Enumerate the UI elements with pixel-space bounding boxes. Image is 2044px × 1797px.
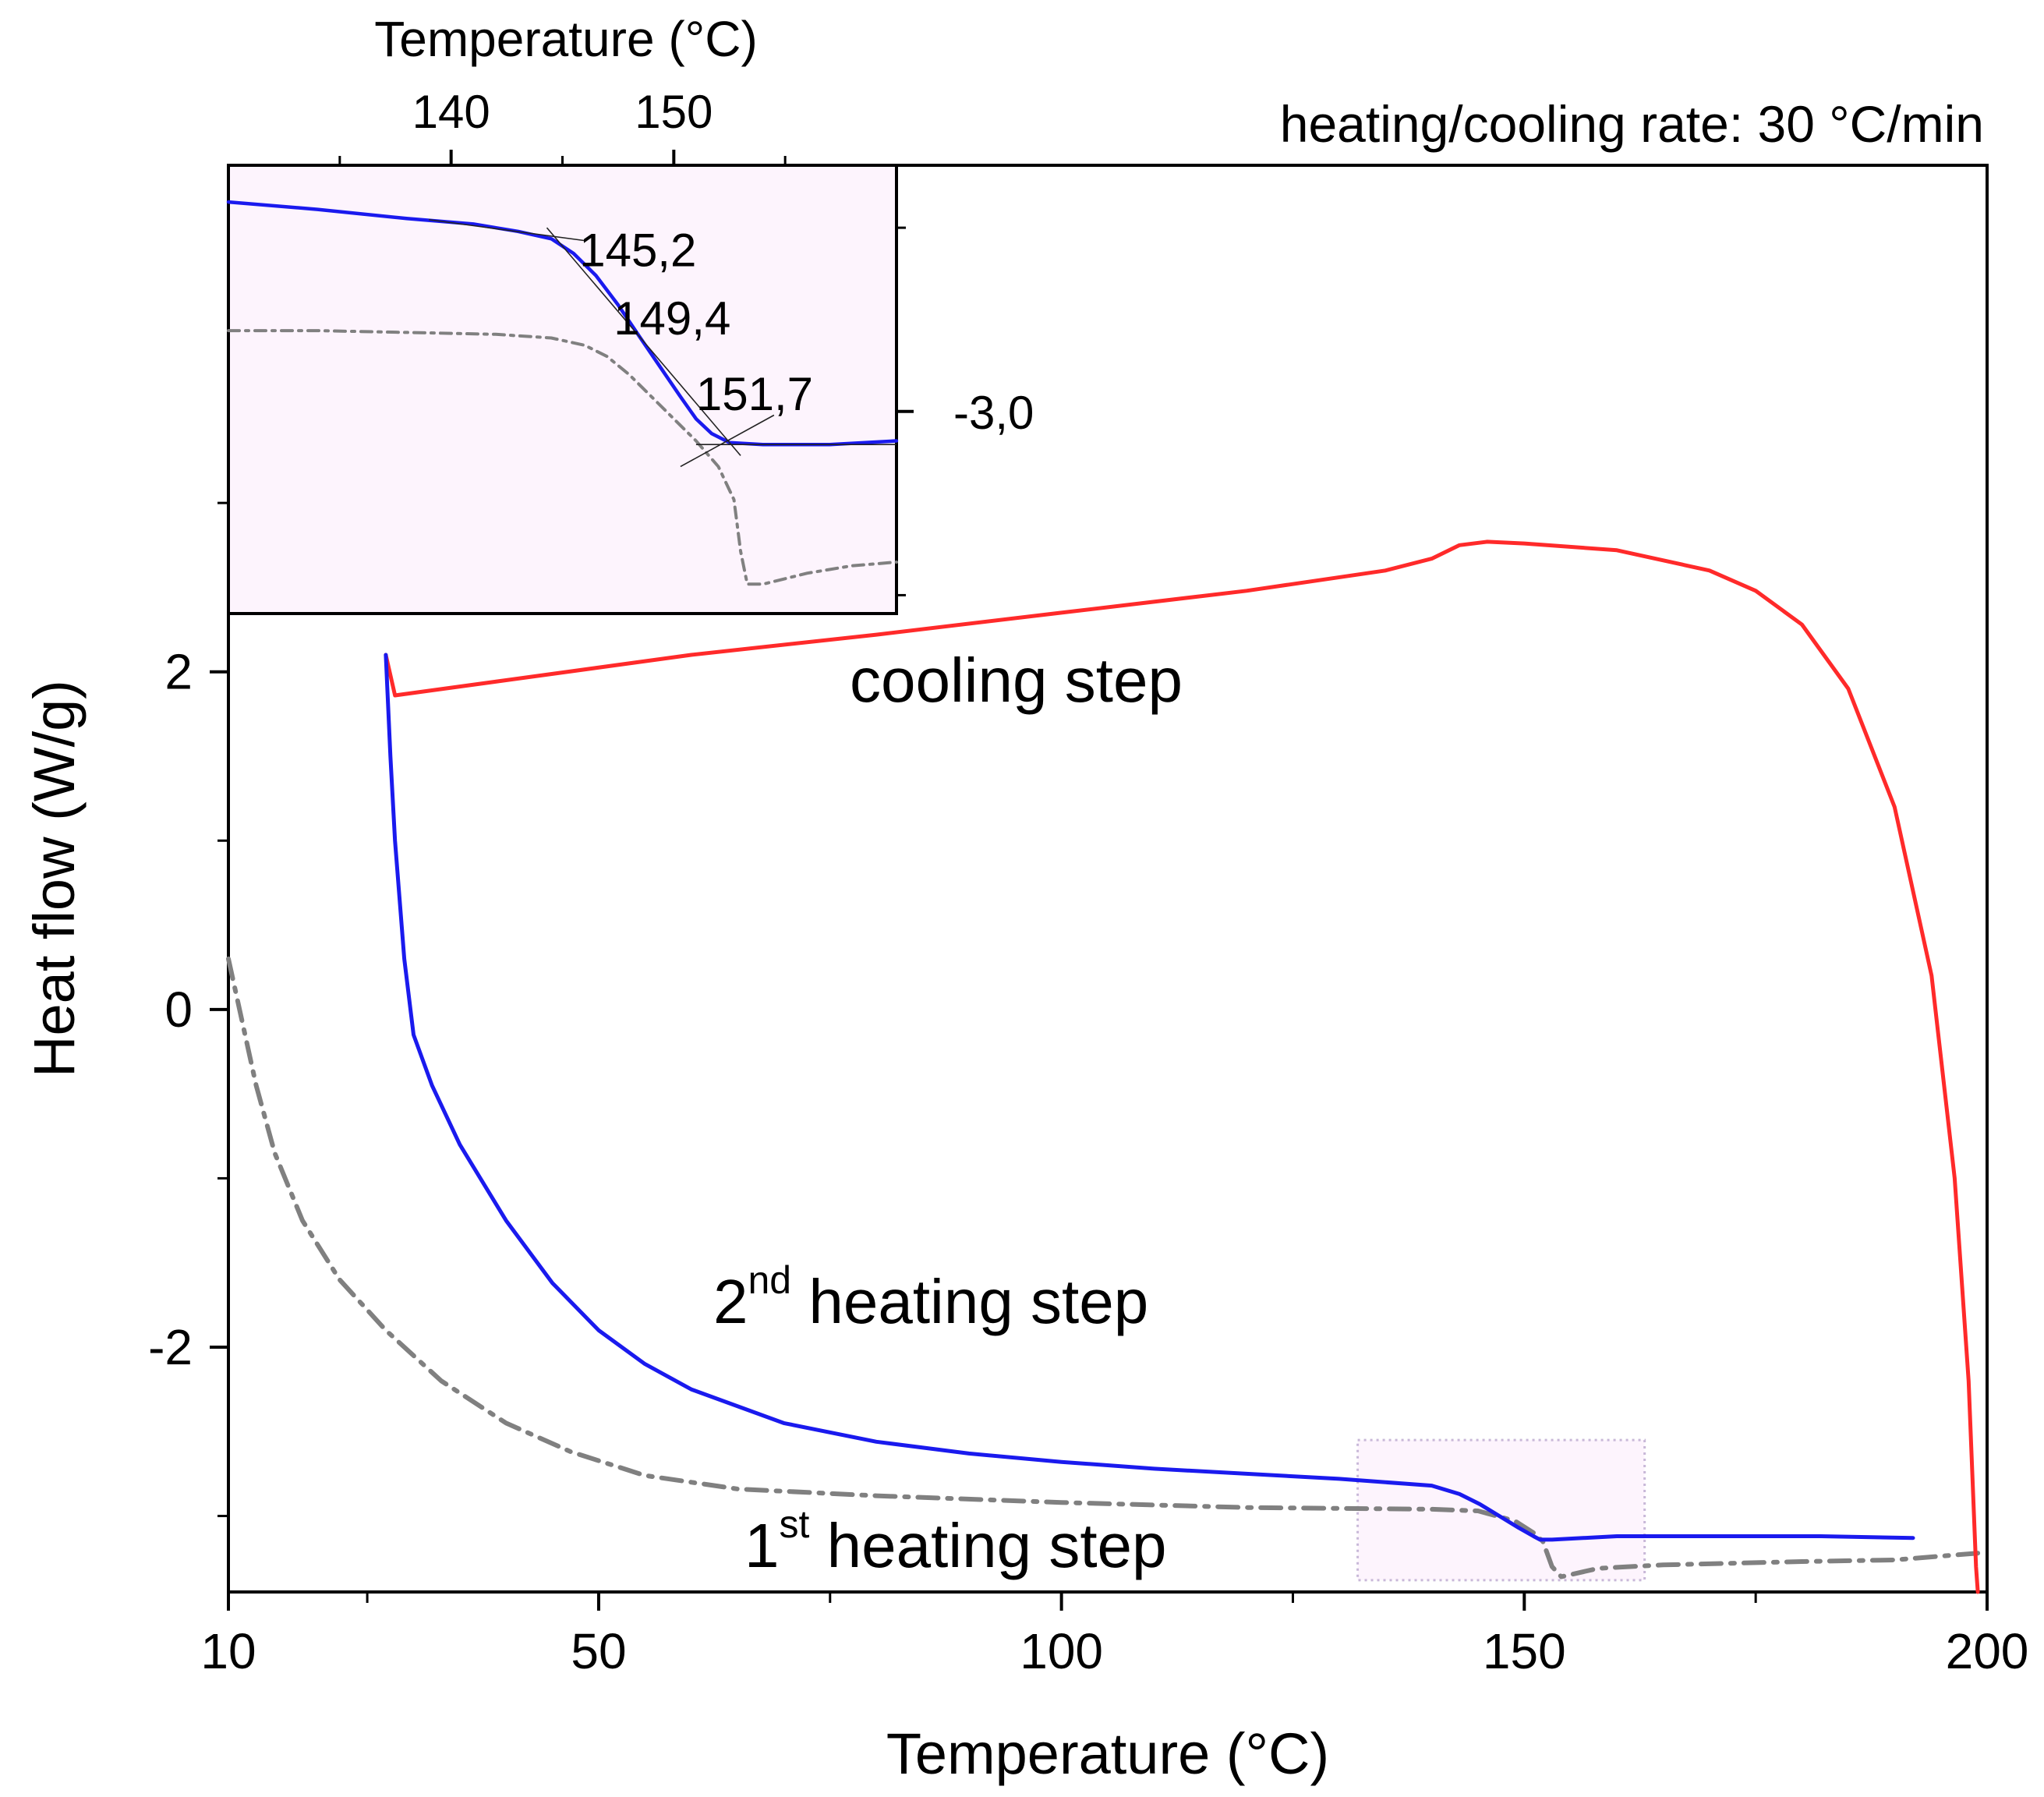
series-label-heating1-sup: st	[780, 1502, 810, 1546]
y-tick-label: -2	[148, 1319, 193, 1375]
series-label-heating2-sup: nd	[748, 1258, 792, 1302]
inset-x-tick-label: 150	[635, 86, 713, 138]
x-axis-title: Temperature (°C)	[886, 1721, 1329, 1786]
series-label-heating1: 1st heating step	[744, 1502, 1167, 1580]
inset-tangent-line	[546, 227, 741, 456]
series-line-2	[226, 956, 1981, 1579]
inset-x-axis-title: Temperature (°C)	[374, 11, 758, 67]
inset-y-tick-label: -3,0	[953, 387, 1034, 439]
inset-annotation-label: 151,7	[696, 368, 813, 420]
series-label-heating2: 2nd heating step	[713, 1258, 1148, 1336]
inset-annotation-label: 145,2	[579, 224, 696, 276]
inset-series-group	[226, 200, 899, 586]
inset-annotation-label: 149,4	[614, 292, 730, 345]
y-tick-label: 2	[164, 644, 193, 700]
series-line-1	[384, 653, 1915, 1542]
inset-series-line-0	[226, 200, 899, 447]
x-tick-label: 100	[1020, 1623, 1103, 1679]
inset-ticks: 140 150	[338, 86, 914, 596]
inset-tangent-lines	[428, 218, 896, 468]
series-label-heating1-main: 1	[744, 1511, 780, 1580]
x-tick-label: 50	[571, 1623, 626, 1679]
y-axis-title: Heat flow (W/g)	[22, 680, 87, 1077]
rate-annotation: heating/cooling rate: 30 °C/min	[1280, 95, 1984, 153]
y-tick-label: 0	[164, 982, 193, 1038]
series-label-heating2-rest: heating step	[791, 1267, 1148, 1336]
y-axis-ticks: -2 0 2	[148, 501, 228, 1518]
plot-frame	[227, 164, 1989, 1594]
inset-tangent-line	[428, 218, 585, 242]
inset-annotations: 145,2 149,4 151,7	[579, 224, 813, 420]
inset-frame	[227, 164, 898, 615]
inset-x-tick-label: 140	[412, 86, 490, 138]
x-tick-label: 10	[200, 1623, 256, 1679]
inset-tangent-line	[680, 414, 775, 468]
series-label-heating2-main: 2	[713, 1267, 748, 1336]
x-tick-label: 200	[1946, 1623, 2029, 1679]
series-label-heating1-rest: heating step	[809, 1511, 1166, 1580]
series-group	[226, 539, 1981, 1594]
series-label-cooling-main: cooling step	[850, 646, 1183, 715]
inset-series-line-1	[227, 329, 898, 586]
series-line-0	[384, 539, 1980, 1594]
x-axis-ticks: 10 50 100 150 200	[200, 1592, 2028, 1679]
x-tick-label: 150	[1483, 1623, 1566, 1679]
series-label-cooling: cooling step	[850, 646, 1183, 715]
